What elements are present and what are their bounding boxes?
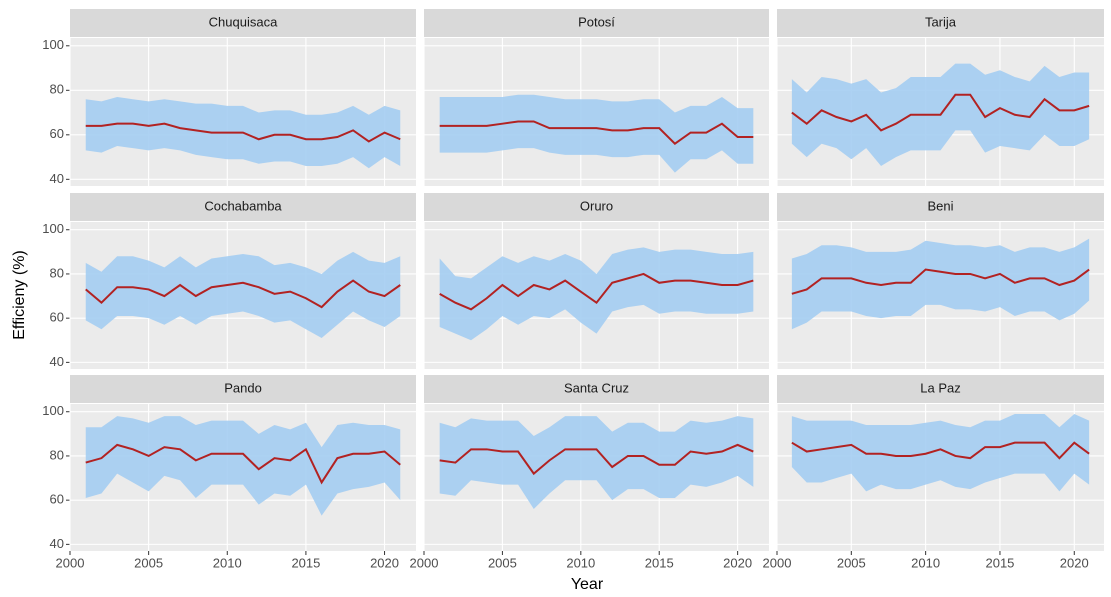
strip-label: Pando bbox=[224, 380, 262, 395]
y-tick-label: 100 bbox=[42, 403, 64, 418]
strip bbox=[424, 9, 769, 37]
confidence-band bbox=[791, 413, 1090, 492]
efficiency-line bbox=[439, 272, 754, 311]
x-tick-label: 2020 bbox=[370, 555, 399, 570]
x-tick-label: 2005 bbox=[488, 555, 517, 570]
x-tick-label: 2010 bbox=[213, 555, 242, 570]
strip bbox=[70, 375, 416, 403]
efficiency-line bbox=[85, 279, 401, 309]
strip bbox=[777, 375, 1104, 403]
strip-label: Tarija bbox=[925, 14, 957, 29]
x-tick-label: 2020 bbox=[723, 555, 752, 570]
strip bbox=[70, 9, 416, 37]
confidence-band bbox=[791, 238, 1090, 330]
strip-label: Santa Cruz bbox=[564, 380, 629, 395]
confidence-band bbox=[439, 94, 754, 173]
strip-label: Chuquisaca bbox=[209, 14, 278, 29]
confidence-band bbox=[85, 251, 401, 339]
strip-label: Oruro bbox=[580, 198, 613, 213]
x-tick-label: 2000 bbox=[410, 555, 439, 570]
strip bbox=[424, 193, 769, 221]
strip bbox=[777, 193, 1104, 221]
strip-label: Potosí bbox=[578, 14, 615, 29]
y-tick-label: 80 bbox=[50, 82, 64, 97]
efficiency-line bbox=[439, 443, 754, 476]
y-tick-label: 60 bbox=[50, 310, 64, 325]
efficiency-line bbox=[791, 441, 1090, 460]
y-tick-label: 40 bbox=[50, 171, 64, 186]
x-axis-title: Year bbox=[571, 576, 604, 593]
y-tick-label: 80 bbox=[50, 447, 64, 462]
confidence-band bbox=[85, 416, 401, 516]
x-tick-label: 2000 bbox=[56, 555, 85, 570]
confidence-band bbox=[439, 247, 754, 341]
strip-label: Cochabamba bbox=[204, 198, 282, 213]
efficiency-line bbox=[791, 268, 1090, 295]
x-tick-label: 2005 bbox=[134, 555, 163, 570]
strip-label: Beni bbox=[927, 198, 953, 213]
y-tick-label: 60 bbox=[50, 126, 64, 141]
strip bbox=[777, 9, 1104, 37]
x-tick-label: 2010 bbox=[566, 555, 595, 570]
strip-label: La Paz bbox=[920, 380, 960, 395]
strip bbox=[424, 375, 769, 403]
y-tick-label: 60 bbox=[50, 492, 64, 507]
x-tick-label: 2015 bbox=[985, 555, 1014, 570]
efficiency-line bbox=[85, 443, 401, 485]
y-tick-label: 100 bbox=[42, 221, 64, 236]
y-tick-label: 80 bbox=[50, 265, 64, 280]
y-tick-label: 40 bbox=[50, 536, 64, 551]
confidence-band bbox=[439, 416, 754, 509]
efficiency-line bbox=[791, 93, 1090, 132]
y-axis-title: Efficieny (%) bbox=[11, 250, 28, 340]
x-tick-label: 2000 bbox=[763, 555, 792, 570]
x-tick-label: 2020 bbox=[1060, 555, 1089, 570]
y-tick-label: 100 bbox=[42, 37, 64, 52]
y-tick-label: 40 bbox=[50, 354, 64, 369]
x-tick-label: 2015 bbox=[291, 555, 320, 570]
x-tick-label: 2010 bbox=[911, 555, 940, 570]
x-tick-label: 2015 bbox=[645, 555, 674, 570]
efficiency-line bbox=[85, 122, 401, 143]
efficiency-line bbox=[439, 120, 754, 146]
strip bbox=[70, 193, 416, 221]
x-tick-label: 2005 bbox=[837, 555, 866, 570]
